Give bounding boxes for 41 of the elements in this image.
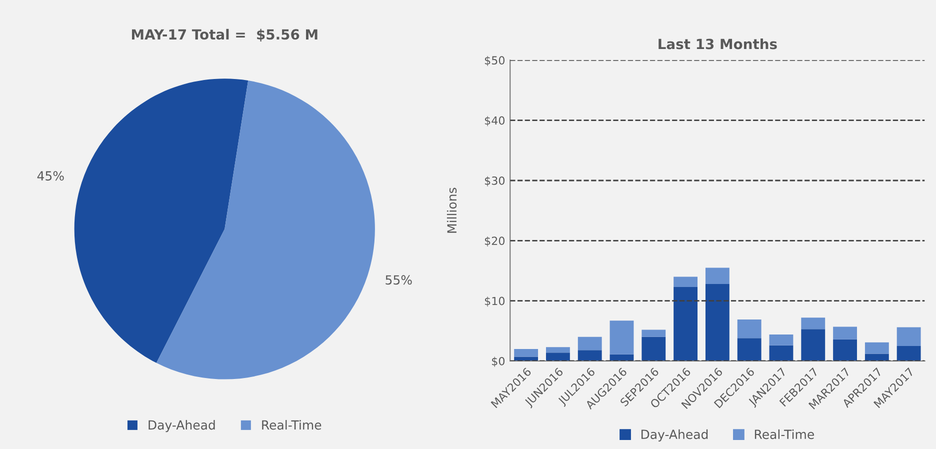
- bar: [578, 336, 602, 350]
- data-label: 45%: [37, 171, 64, 181]
- y-axis-title: Millions: [446, 188, 457, 233]
- bar: [896, 346, 921, 361]
- pie-slice: [156, 80, 375, 380]
- data-label: 55%: [386, 275, 412, 285]
- bar: [833, 339, 857, 361]
- legend-label: Real-Time: [754, 429, 814, 440]
- bar: [546, 347, 570, 353]
- y-tick-label: $20: [484, 236, 505, 247]
- bar: [769, 345, 794, 361]
- y-tick-label: $50: [484, 56, 505, 66]
- bar: [737, 319, 762, 338]
- bar: [705, 284, 730, 361]
- y-tick-label: $10: [484, 296, 505, 307]
- bar: [801, 329, 826, 361]
- legend-label: Day-Ahead: [148, 420, 215, 432]
- bar: [546, 352, 570, 361]
- bar: [705, 268, 730, 284]
- legend-label: Day-Ahead: [641, 429, 708, 442]
- bar: [896, 327, 921, 346]
- bar: [642, 336, 666, 361]
- bar: [642, 330, 666, 337]
- bar: [578, 350, 602, 361]
- chart-title: Last 13 Months: [658, 38, 777, 50]
- bar: [864, 342, 889, 354]
- y-tick-label: $40: [484, 116, 505, 126]
- bar: [674, 286, 698, 361]
- y-tick-label: $0: [492, 356, 505, 367]
- bar: [674, 276, 698, 287]
- bar: [864, 354, 889, 361]
- bar: [610, 320, 634, 354]
- bar: [769, 334, 794, 346]
- bar: [737, 338, 762, 361]
- bar: [514, 348, 538, 357]
- y-tick-label: $30: [484, 176, 505, 186]
- chart-title: MAY-17 Total = $5.56 M: [132, 28, 318, 42]
- legend-label: Real-Time: [262, 420, 322, 430]
- pie-slice: [74, 78, 248, 363]
- bar: [833, 326, 857, 340]
- bar: [801, 318, 826, 330]
